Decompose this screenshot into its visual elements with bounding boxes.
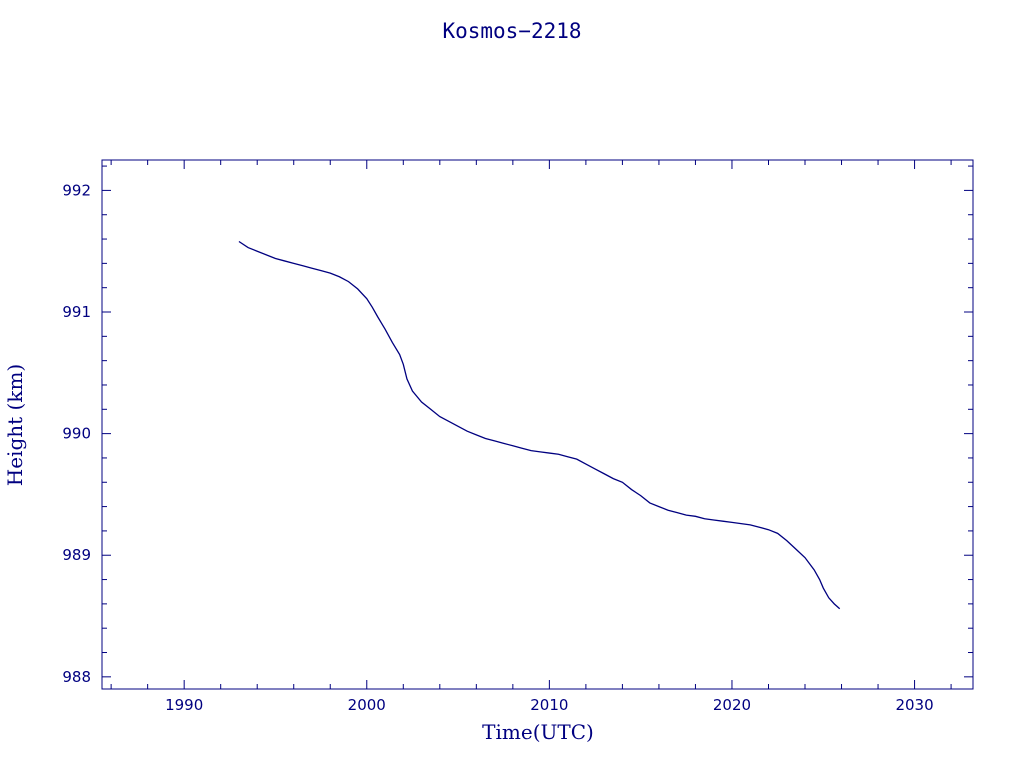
series-line-kosmos-2218 xyxy=(238,240,841,610)
y-tick-label: 991 xyxy=(62,303,91,321)
plot-frame xyxy=(101,159,974,690)
axis-tick-labels: 1990 2000 2010 2020 2030 988 989 990 991 992 xyxy=(62,181,933,714)
chart-title: Kosmos−2218 xyxy=(442,19,581,43)
x-tick-label: 2030 xyxy=(895,696,933,714)
x-tick-label: 1990 xyxy=(165,696,203,714)
y-tick-label: 990 xyxy=(62,425,91,443)
x-tick-label: 2000 xyxy=(348,696,386,714)
y-axis-title: Height (km) xyxy=(3,364,27,486)
x-tick-label: 2020 xyxy=(713,696,751,714)
y-tick-label: 992 xyxy=(62,181,91,199)
x-axis-title: Time(UTC) xyxy=(482,720,594,744)
y-tick-label: 988 xyxy=(62,668,91,686)
x-tick-label: 2010 xyxy=(530,696,568,714)
y-tick-label: 989 xyxy=(62,546,91,564)
axis-ticks xyxy=(102,160,973,689)
